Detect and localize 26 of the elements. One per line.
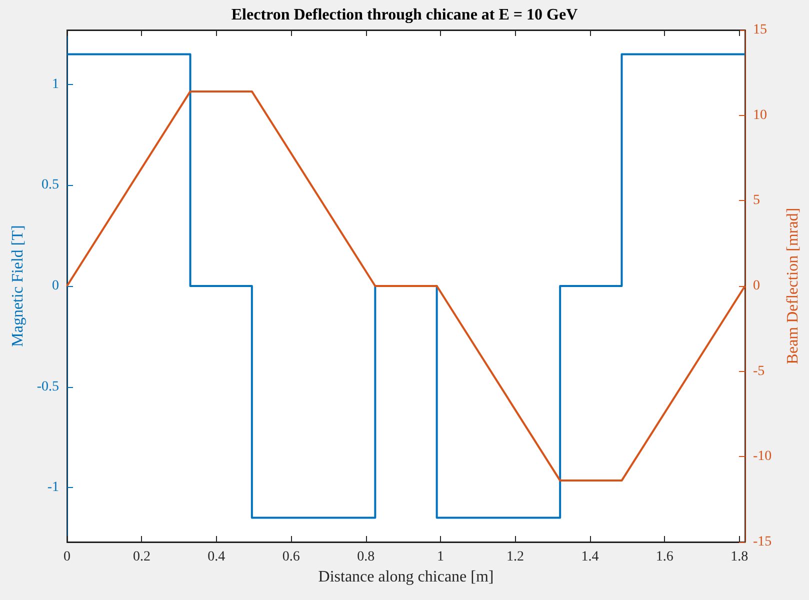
y2-tick-label: -10	[753, 449, 772, 464]
y2-tick-label: 5	[753, 193, 760, 208]
x-tick-label: 0.4	[208, 550, 226, 564]
y2-tick-label: 10	[753, 108, 767, 123]
y2-tick-label: -5	[753, 364, 765, 379]
x-tick-label: 0	[64, 550, 70, 564]
y-tick-label: -0.5	[36, 379, 59, 394]
y-tick-label: 0.5	[42, 178, 59, 193]
x-tick-label: 1.4	[581, 550, 599, 564]
x-tick-label: 0.6	[282, 550, 300, 564]
y2-tick-label: 0	[753, 278, 760, 294]
x-tick-label: 1.2	[506, 550, 524, 564]
chart-title: Electron Deflection through chicane at E = 10 GeV	[231, 6, 578, 24]
x-axis-title: Distance along chicane [m]	[318, 568, 494, 586]
y2-axis-title: Beam Deflection [mrad]	[784, 208, 802, 364]
x-tick-label: 1	[437, 550, 444, 564]
y-tick-label: 1	[52, 76, 59, 92]
x-tick-label: 1.6	[656, 550, 674, 564]
x-tick-label: 0.8	[357, 550, 375, 564]
y2-tick-label: -15	[753, 534, 772, 550]
y-axis-title: Magnetic Field [T]	[9, 225, 26, 347]
x-tick-label: 0.2	[132, 550, 150, 564]
y2-tick-label: 15	[753, 22, 767, 38]
y-tick-label: 0	[52, 278, 59, 294]
x-tick-label: 1.8	[730, 550, 748, 564]
y-tick-label: -1	[47, 480, 59, 496]
